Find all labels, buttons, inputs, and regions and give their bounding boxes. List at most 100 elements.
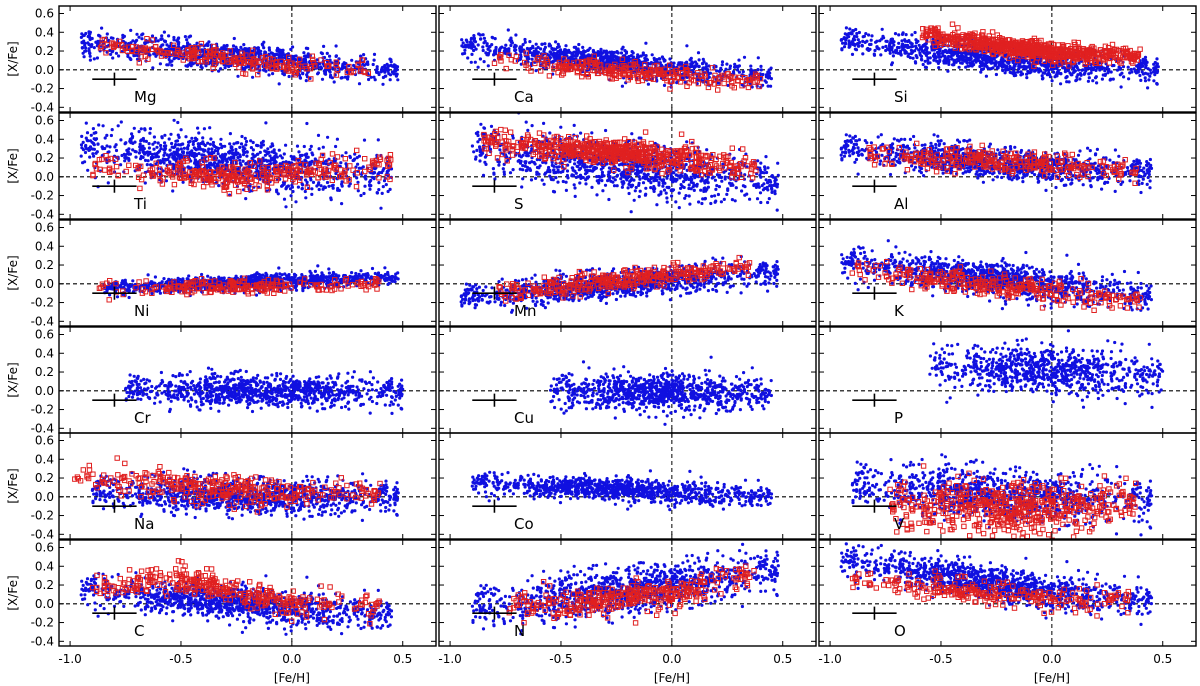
blue-point bbox=[683, 80, 687, 84]
blue-point bbox=[867, 33, 871, 37]
blue-point bbox=[238, 158, 242, 162]
blue-point bbox=[81, 148, 86, 152]
red-point bbox=[344, 69, 351, 76]
red-point bbox=[310, 56, 316, 63]
red-point bbox=[612, 61, 618, 68]
red-point bbox=[667, 62, 673, 68]
blue-point bbox=[472, 45, 476, 49]
blue-point bbox=[928, 61, 932, 65]
red-point bbox=[927, 31, 933, 37]
red-point bbox=[1037, 47, 1043, 54]
red-point bbox=[1078, 55, 1085, 61]
blue-point bbox=[243, 150, 247, 155]
red-point bbox=[642, 61, 648, 68]
blue-point bbox=[950, 52, 954, 56]
blue-point bbox=[1008, 70, 1012, 74]
y-tick-label: -0.4 bbox=[31, 100, 54, 114]
red-point bbox=[667, 79, 674, 85]
blue-point bbox=[80, 40, 84, 45]
blue-point bbox=[1084, 69, 1088, 73]
blue-point bbox=[474, 47, 478, 51]
blue-point bbox=[534, 69, 538, 73]
blue-point bbox=[473, 40, 478, 44]
blue-point bbox=[301, 72, 305, 76]
blue-point bbox=[251, 152, 255, 156]
blue-point bbox=[264, 150, 268, 154]
blue-point bbox=[923, 59, 927, 63]
blue-point bbox=[236, 155, 240, 160]
blue-point bbox=[325, 51, 329, 56]
blue-point bbox=[578, 50, 582, 54]
blue-point bbox=[1003, 71, 1007, 75]
red-point bbox=[561, 56, 567, 62]
blue-point bbox=[924, 65, 929, 70]
blue-point bbox=[108, 48, 112, 53]
blue-point bbox=[156, 39, 160, 43]
blue-point bbox=[321, 145, 325, 149]
blue-point bbox=[893, 31, 898, 36]
blue-point bbox=[720, 63, 724, 67]
blue-point bbox=[580, 54, 584, 59]
blue-point bbox=[1141, 72, 1145, 76]
blue-point bbox=[926, 58, 930, 63]
blue-point bbox=[950, 57, 954, 61]
blue-point bbox=[959, 61, 963, 65]
blue-point bbox=[219, 137, 223, 141]
red-point bbox=[203, 54, 210, 60]
red-point bbox=[559, 72, 565, 78]
blue-point bbox=[917, 43, 921, 47]
blue-point bbox=[850, 52, 855, 57]
red-point bbox=[731, 74, 738, 80]
blue-point bbox=[1046, 66, 1050, 70]
blue-point bbox=[135, 32, 139, 36]
blue-point bbox=[1005, 60, 1009, 64]
blue-point bbox=[256, 46, 260, 50]
blue-point bbox=[95, 56, 99, 60]
blue-point bbox=[121, 33, 125, 38]
blue-point bbox=[1008, 64, 1012, 69]
red-point bbox=[1103, 52, 1109, 58]
blue-point bbox=[857, 30, 862, 35]
blue-point bbox=[566, 50, 570, 55]
blue-point bbox=[389, 60, 393, 64]
blue-point bbox=[255, 51, 259, 55]
red-point bbox=[1042, 53, 1048, 59]
blue-point bbox=[862, 34, 867, 38]
blue-point bbox=[1063, 67, 1067, 71]
element-label: Ca bbox=[514, 88, 534, 106]
blue-point bbox=[870, 34, 874, 38]
red-point bbox=[919, 34, 926, 41]
blue-point bbox=[644, 54, 648, 58]
blue-point bbox=[481, 33, 485, 37]
blue-point bbox=[1050, 79, 1054, 83]
blue-point bbox=[167, 57, 171, 62]
blue-point bbox=[151, 142, 155, 146]
blue-point bbox=[725, 62, 729, 66]
red-series bbox=[97, 36, 372, 82]
blue-point bbox=[1077, 68, 1081, 72]
red-point bbox=[103, 50, 109, 56]
blue-point bbox=[1098, 68, 1102, 72]
blue-point bbox=[650, 53, 654, 57]
red-point bbox=[1067, 48, 1073, 54]
blue-point bbox=[373, 78, 377, 82]
red-point bbox=[935, 37, 942, 44]
blue-point bbox=[981, 67, 986, 71]
blue-point bbox=[996, 66, 1000, 70]
blue-point bbox=[564, 44, 568, 48]
blue-point bbox=[875, 39, 879, 43]
blue-point bbox=[303, 189, 307, 194]
red-point bbox=[1027, 42, 1033, 49]
blue-point bbox=[147, 146, 151, 150]
blue-point bbox=[310, 159, 314, 163]
blue-point bbox=[199, 65, 203, 69]
blue-point bbox=[262, 46, 266, 50]
blue-point bbox=[172, 38, 176, 42]
blue-point bbox=[979, 63, 984, 68]
red-point bbox=[503, 65, 509, 72]
red-point bbox=[1123, 48, 1129, 54]
blue-point bbox=[918, 53, 922, 57]
blue-point bbox=[117, 54, 121, 58]
blue-point bbox=[527, 47, 532, 52]
blue-point bbox=[759, 68, 763, 72]
